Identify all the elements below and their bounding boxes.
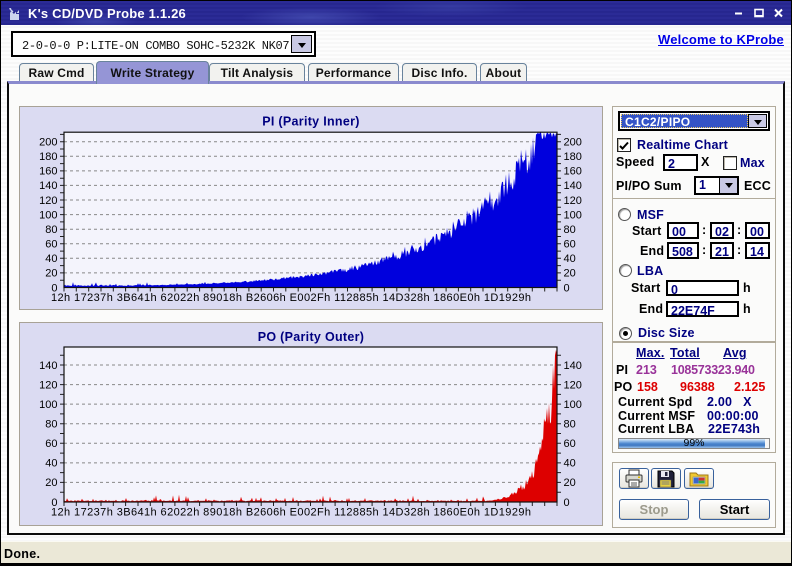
svg-text:60: 60 <box>45 438 57 450</box>
svg-text:0: 0 <box>51 497 57 509</box>
svg-text:100: 100 <box>564 399 582 411</box>
svg-text:12h 17237h 3B641h 62022h 89018: 12h 17237h 3B641h 62022h 89018h B2606h E… <box>51 507 531 519</box>
svg-text:100: 100 <box>39 209 57 221</box>
svg-text:140: 140 <box>39 360 57 372</box>
svg-text:120: 120 <box>564 195 582 207</box>
svg-text:80: 80 <box>45 224 57 236</box>
svg-text:100: 100 <box>39 399 57 411</box>
svg-text:40: 40 <box>564 253 576 265</box>
svg-text:120: 120 <box>39 195 57 207</box>
svg-text:180: 180 <box>39 151 57 163</box>
svg-text:60: 60 <box>564 438 576 450</box>
svg-text:0: 0 <box>564 497 570 509</box>
svg-text:140: 140 <box>564 360 582 372</box>
svg-text:80: 80 <box>564 419 576 431</box>
svg-text:80: 80 <box>564 224 576 236</box>
svg-text:200: 200 <box>39 137 57 149</box>
svg-text:PO (Parity Outer): PO (Parity Outer) <box>258 330 365 344</box>
svg-text:20: 20 <box>564 268 576 280</box>
svg-text:60: 60 <box>45 239 57 251</box>
svg-text:20: 20 <box>45 477 57 489</box>
svg-text:0: 0 <box>51 282 57 294</box>
svg-text:140: 140 <box>564 180 582 192</box>
svg-text:140: 140 <box>39 180 57 192</box>
svg-text:80: 80 <box>45 419 57 431</box>
svg-text:60: 60 <box>564 239 576 251</box>
svg-text:40: 40 <box>45 458 57 470</box>
svg-text:40: 40 <box>564 458 576 470</box>
svg-text:PI (Parity Inner): PI (Parity Inner) <box>262 115 359 129</box>
svg-text:160: 160 <box>564 166 582 178</box>
svg-text:200: 200 <box>564 137 582 149</box>
svg-text:100: 100 <box>564 209 582 221</box>
svg-text:40: 40 <box>45 253 57 265</box>
svg-text:20: 20 <box>45 268 57 280</box>
svg-text:160: 160 <box>39 166 57 178</box>
svg-text:120: 120 <box>39 379 57 391</box>
svg-text:0: 0 <box>564 282 570 294</box>
svg-text:12h 17237h 3B641h 62022h 89018: 12h 17237h 3B641h 62022h 89018h B2606h E… <box>51 292 531 304</box>
svg-text:20: 20 <box>564 477 576 489</box>
svg-text:180: 180 <box>564 151 582 163</box>
svg-text:120: 120 <box>564 379 582 391</box>
